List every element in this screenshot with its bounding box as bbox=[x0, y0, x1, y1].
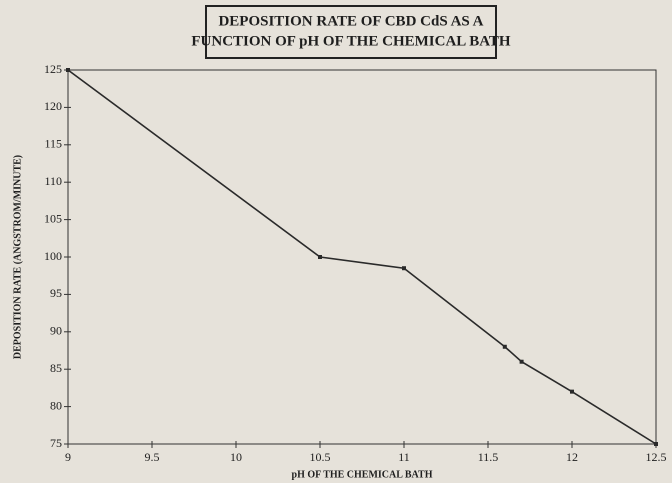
data-point bbox=[570, 389, 574, 394]
chart-title-line-2: FUNCTION OF pH OF THE CHEMICAL BATH bbox=[191, 33, 511, 49]
y-tick-label: 75 bbox=[50, 436, 62, 450]
x-axis-label: pH OF THE CHEMICAL BATH bbox=[292, 469, 433, 480]
data-point bbox=[502, 344, 507, 349]
y-tick-label: 90 bbox=[50, 324, 62, 338]
y-tick-label: 95 bbox=[50, 286, 62, 300]
x-tick-label: 9.5 bbox=[145, 450, 160, 464]
x-tick-label: 11 bbox=[398, 450, 410, 464]
x-tick-label: 11.5 bbox=[478, 450, 499, 464]
data-point bbox=[402, 266, 406, 271]
y-axis-label: DEPOSITION RATE (ANGSTROM/MINUTE) bbox=[12, 155, 23, 359]
data-point bbox=[66, 68, 70, 72]
title-box bbox=[205, 5, 497, 59]
y-tick-label: 120 bbox=[44, 99, 62, 113]
x-tick-label: 12 bbox=[566, 450, 578, 464]
data-point bbox=[519, 359, 524, 364]
x-tick-label: 12.5 bbox=[646, 450, 667, 464]
data-point bbox=[654, 442, 658, 446]
x-tick-label: 10.5 bbox=[310, 450, 331, 464]
data-point bbox=[318, 255, 322, 259]
y-tick-label: 115 bbox=[44, 137, 62, 151]
y-tick-label: 85 bbox=[50, 361, 62, 375]
chart-title: DEPOSITION RATE OF CBD CdS AS A bbox=[218, 13, 483, 29]
y-tick-label: 100 bbox=[44, 249, 62, 263]
y-tick-label: 105 bbox=[44, 211, 62, 225]
y-tick-label: 125 bbox=[44, 62, 62, 76]
x-tick-label: 10 bbox=[230, 450, 242, 464]
x-tick-label: 9 bbox=[65, 450, 71, 464]
y-tick-label: 80 bbox=[50, 398, 62, 412]
y-tick-label: 110 bbox=[44, 174, 62, 188]
